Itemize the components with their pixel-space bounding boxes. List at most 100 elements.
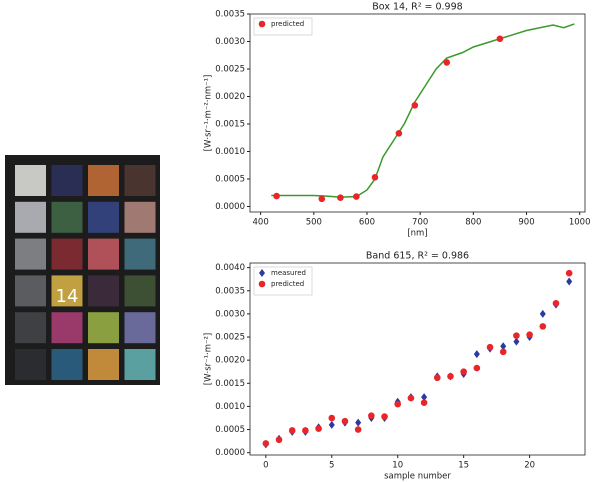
y-axis-label: [W·sr⁻¹·m⁻²] xyxy=(204,333,214,385)
x-tick-label: 500 xyxy=(306,218,322,228)
circle-point xyxy=(337,194,344,201)
legend-label: predicted xyxy=(271,280,304,288)
color-patch xyxy=(125,239,156,270)
circle-point xyxy=(315,425,322,432)
color-patch xyxy=(88,312,119,343)
circle-point xyxy=(342,418,349,425)
y-tick-label: 0.0020 xyxy=(215,92,245,102)
y-tick-label: 0.0030 xyxy=(215,37,245,47)
circle-point xyxy=(276,436,283,443)
circle-point xyxy=(318,196,325,203)
color-patch xyxy=(125,275,156,306)
color-patch xyxy=(15,239,46,270)
y-tick-label: 0.0025 xyxy=(215,333,245,343)
color-patch xyxy=(15,275,46,306)
x-tick-label: 15 xyxy=(458,461,469,471)
circle-point xyxy=(273,193,280,200)
circle-point xyxy=(421,399,428,406)
color-patch xyxy=(125,165,156,196)
color-patch xyxy=(52,312,83,343)
diamond-point xyxy=(329,421,335,429)
color-patch xyxy=(88,239,119,270)
circle-point xyxy=(526,331,533,338)
y-tick-label: 0.0040 xyxy=(215,263,245,273)
patch-label: 14 xyxy=(56,286,79,307)
color-patch xyxy=(52,349,83,380)
circle-point xyxy=(368,412,375,419)
x-tick-label: 1000 xyxy=(569,218,591,228)
circle-point xyxy=(553,300,560,307)
circle-point xyxy=(474,365,481,372)
color-patch xyxy=(88,349,119,380)
circle-point xyxy=(434,374,441,381)
color-patch xyxy=(125,349,156,380)
x-tick-label: 0 xyxy=(263,461,268,471)
circle-point xyxy=(487,344,494,351)
circle-point xyxy=(566,270,573,277)
x-axis-label: [nm] xyxy=(407,229,427,239)
plot-frame xyxy=(250,14,585,212)
color-patch xyxy=(125,312,156,343)
y-tick-label: 0.0010 xyxy=(215,147,245,157)
spectrum-line xyxy=(271,24,574,197)
legend-label: measured xyxy=(271,269,306,277)
y-tick-label: 0.0035 xyxy=(215,286,245,296)
x-axis-label: sample number xyxy=(384,472,451,482)
color-patch xyxy=(15,165,46,196)
y-axis-label: [W·sr⁻¹·m⁻²·nm⁻¹] xyxy=(204,75,214,152)
circle-point xyxy=(408,395,415,402)
color-patch xyxy=(88,275,119,306)
x-tick-label: 5 xyxy=(329,461,334,471)
diamond-point xyxy=(566,278,572,286)
circle-point xyxy=(500,349,507,356)
legend-marker xyxy=(259,21,266,28)
color-patch xyxy=(88,202,119,233)
chart-title: Box 14, R² = 0.998 xyxy=(372,2,462,13)
color-patch xyxy=(88,165,119,196)
circle-point xyxy=(289,427,296,434)
circle-point xyxy=(328,415,335,422)
color-patch xyxy=(52,165,83,196)
y-tick-label: 0.0020 xyxy=(215,356,245,366)
x-tick-label: 800 xyxy=(465,218,481,228)
color-patch xyxy=(52,239,83,270)
diamond-point xyxy=(474,350,480,358)
legend-marker xyxy=(259,281,266,288)
y-tick-label: 0.0000 xyxy=(215,448,245,458)
circle-point xyxy=(412,102,419,109)
x-tick-label: 400 xyxy=(253,218,269,228)
circle-point xyxy=(513,332,520,339)
circle-point xyxy=(372,174,379,181)
y-tick-label: 0.0005 xyxy=(215,425,245,435)
y-tick-label: 0.0035 xyxy=(215,10,245,20)
circle-point xyxy=(394,401,401,408)
circle-point xyxy=(353,193,360,200)
y-tick-label: 0.0025 xyxy=(215,65,245,75)
circle-point xyxy=(460,368,467,375)
y-tick-label: 0.0005 xyxy=(215,175,245,185)
circle-point xyxy=(302,427,309,434)
color-checker-photo: 14 xyxy=(5,155,160,385)
circle-point xyxy=(497,35,504,42)
y-tick-label: 0.0015 xyxy=(215,379,245,389)
x-tick-label: 10 xyxy=(392,461,403,471)
circle-point xyxy=(355,426,362,433)
legend-label: predicted xyxy=(271,20,304,28)
x-tick-label: 20 xyxy=(524,461,535,471)
color-patch xyxy=(15,349,46,380)
x-tick-label: 600 xyxy=(359,218,375,228)
circle-point xyxy=(381,413,388,420)
color-patch xyxy=(15,312,46,343)
color-patch xyxy=(125,202,156,233)
figure: 14 Box 14, R² = 0.9984005006007008009001… xyxy=(0,0,594,482)
diamond-point xyxy=(540,310,546,318)
y-tick-label: 0.0030 xyxy=(215,309,245,319)
circle-point xyxy=(396,130,403,137)
circle-point xyxy=(443,59,450,66)
color-patch xyxy=(52,202,83,233)
circle-point xyxy=(447,373,454,380)
y-tick-label: 0.0015 xyxy=(215,120,245,130)
circle-point xyxy=(263,440,270,447)
x-tick-label: 900 xyxy=(518,218,534,228)
y-tick-label: 0.0000 xyxy=(215,202,245,212)
